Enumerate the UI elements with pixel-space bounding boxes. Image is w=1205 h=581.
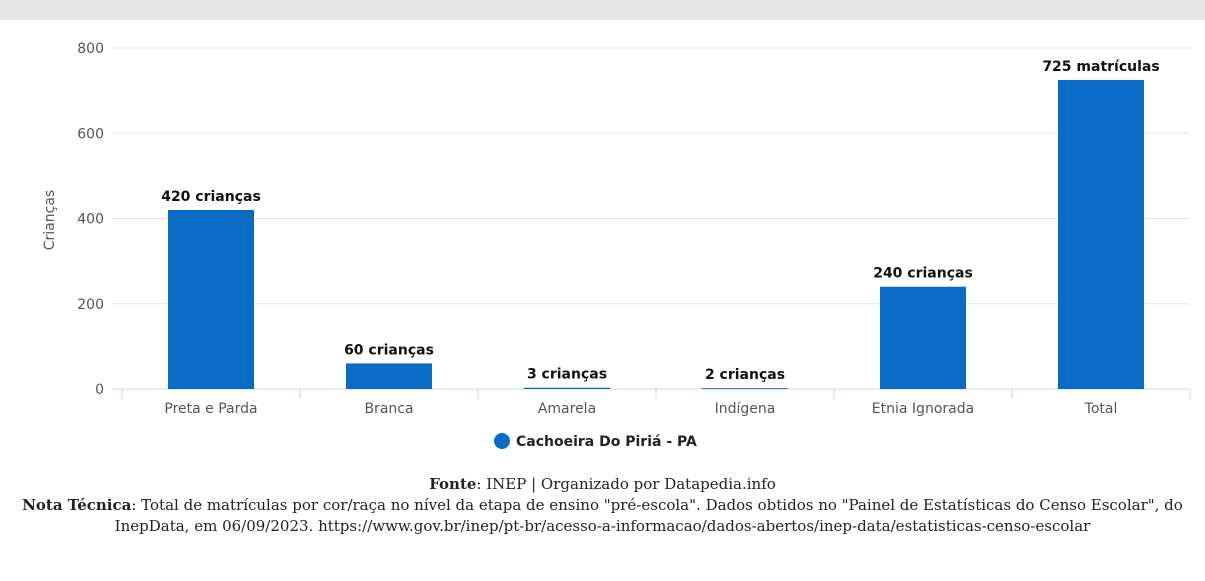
bar[interactable] <box>346 363 432 389</box>
bar[interactable] <box>880 286 966 389</box>
data-label: 725 matrículas <box>1042 59 1159 75</box>
chart-footer: Fonte: INEP | Organizado por Datapedia.i… <box>0 474 1205 537</box>
x-tick-label: Amarela <box>538 401 596 417</box>
data-label: 240 crianças <box>873 266 973 282</box>
x-tick-label: Total <box>1084 401 1118 417</box>
y-axis-ticks: 0 200 400 600 800 <box>77 41 104 398</box>
data-labels: 420 crianças 60 crianças 3 crianças 2 crian… <box>161 59 1159 383</box>
technical-note: Nota Técnica: Total de matrículas por co… <box>0 495 1205 537</box>
note-label: Nota Técnica <box>22 496 132 514</box>
bar-chart: 0 200 400 600 800 Crianças 420 crianças 60 cr… <box>42 41 1191 450</box>
y-axis-label: Crianças <box>42 190 58 250</box>
x-axis-tick-labels: Preta e Parda Branca Amarela Indígena Etnia … <box>164 401 1117 417</box>
data-label: 3 crianças <box>527 367 607 383</box>
y-tick-label: 200 <box>77 297 104 313</box>
x-tick-label: Indígena <box>715 401 776 417</box>
bar[interactable] <box>168 209 254 389</box>
y-tick-label: 400 <box>77 212 104 228</box>
note-text: : Total de matrículas por cor/raça no ní… <box>114 496 1183 535</box>
x-tick-label: Etnia Ignorada <box>872 401 974 417</box>
bars <box>168 79 1144 389</box>
gridlines <box>112 47 1190 390</box>
source-label: Fonte <box>429 475 477 493</box>
chart-area: 0 200 400 600 800 Crianças 420 crianças 60 cr… <box>0 20 1205 460</box>
legend[interactable]: Cachoeira Do Piriá - PA <box>494 433 697 450</box>
source-line: Fonte: INEP | Organizado por Datapedia.i… <box>0 474 1205 495</box>
y-tick-label: 800 <box>77 41 104 57</box>
bar[interactable] <box>524 387 610 389</box>
source-text: : INEP | Organizado por Datapedia.info <box>476 475 776 493</box>
legend-swatch <box>494 433 510 449</box>
y-tick-label: 0 <box>95 382 104 398</box>
x-axis <box>121 389 1191 399</box>
bar[interactable] <box>1058 79 1144 389</box>
x-tick-label: Preta e Parda <box>164 401 257 417</box>
legend-label: Cachoeira Do Piriá - PA <box>516 434 697 450</box>
y-tick-label: 600 <box>77 126 104 142</box>
data-label: 2 crianças <box>705 367 785 383</box>
data-label: 420 crianças <box>161 189 261 205</box>
top-strip <box>0 0 1205 20</box>
data-label: 60 crianças <box>344 342 434 358</box>
bar[interactable] <box>702 388 788 389</box>
x-tick-label: Branca <box>364 401 413 417</box>
